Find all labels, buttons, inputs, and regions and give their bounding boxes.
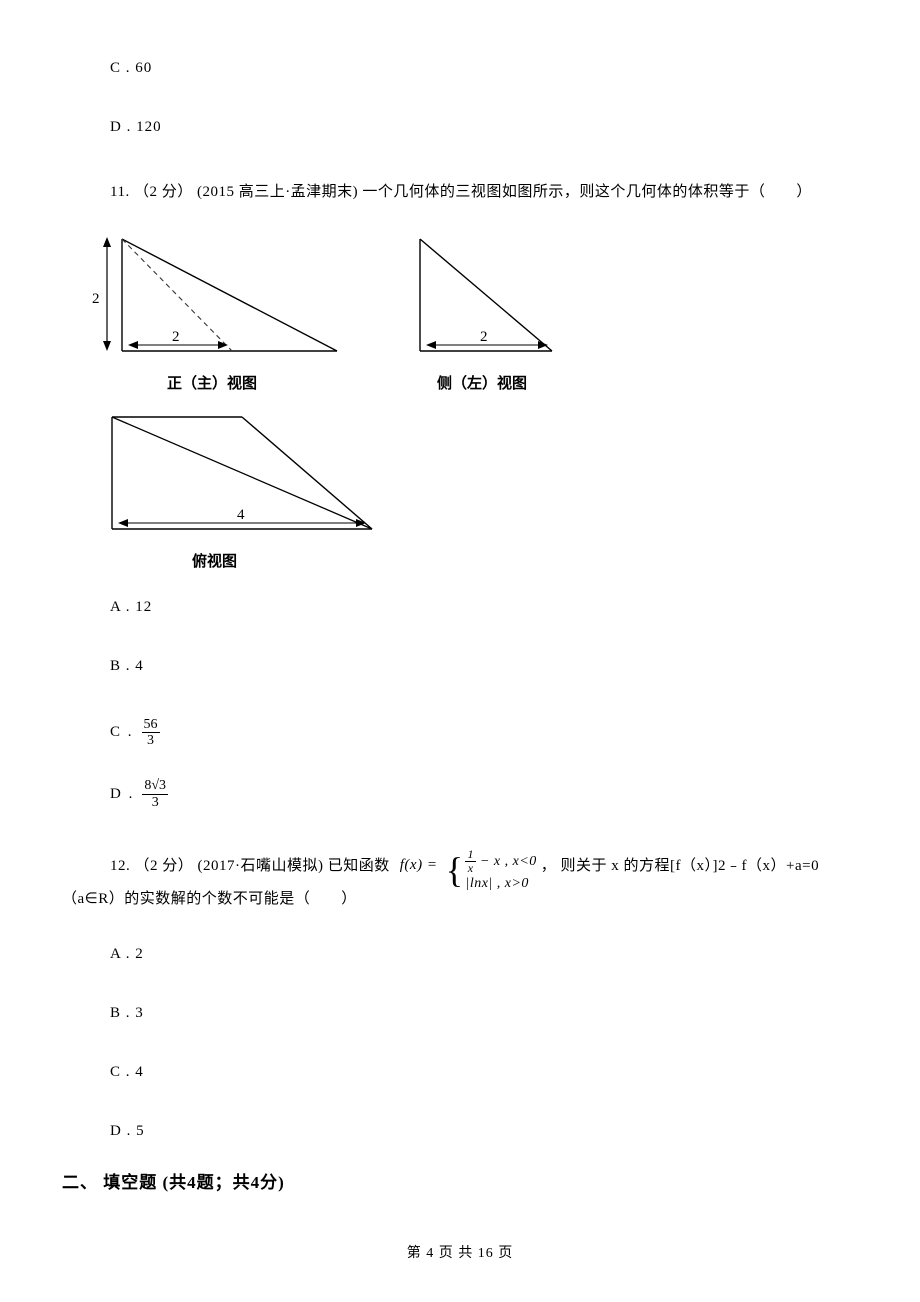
front-h-label: 2 <box>92 291 100 307</box>
front-caption: 正（主）视图 <box>82 372 342 393</box>
top-w-label: 4 <box>237 507 245 523</box>
page-footer: 第 4 页 共 16 页 <box>0 1242 920 1262</box>
top-view-svg: 4 <box>102 403 382 543</box>
side-caption: 侧（左）视图 <box>402 372 562 393</box>
q12-mid: ， 则关于 x 的方程[f（x）]2﹣f（x）+a=0 <box>541 850 819 883</box>
fraction-icon: 8√3 3 <box>142 778 168 810</box>
q11-row1: 2 2 正（主）视图 <box>82 225 858 393</box>
q11-option-c: C . 56 3 <box>62 717 858 749</box>
side-w-label: 2 <box>480 329 488 345</box>
side-view-svg: 2 <box>402 225 562 365</box>
q12-prefix: 12. （2 分） (2017·石嘴山模拟) 已知函数 <box>62 850 390 883</box>
q12-option-d: D . 5 <box>62 1123 858 1140</box>
q12-option-b: B . 3 <box>62 1005 858 1022</box>
q12-option-a: A . 2 <box>62 946 858 963</box>
brace-icon: { <box>446 854 464 886</box>
option-label: D . <box>110 786 134 803</box>
q11-option-a: A . 12 <box>62 599 858 616</box>
fx-label: f(x) = <box>400 857 438 873</box>
q11-option-d: D . 8√3 3 <box>62 778 858 810</box>
q11-stem: 11. （2 分） (2015 高三上·孟津期末) 一个几何体的三视图如图所示，… <box>62 178 858 207</box>
front-w-label: 2 <box>172 329 180 345</box>
q12-stem: 12. （2 分） (2017·石嘴山模拟) 已知函数 f(x) = { 1 x… <box>62 848 858 916</box>
q12-option-c: C . 4 <box>62 1064 858 1081</box>
q11-diagrams: 2 2 正（主）视图 <box>62 225 858 571</box>
top-caption: 俯视图 <box>102 550 858 571</box>
q11-side-view: 2 侧（左）视图 <box>402 225 562 393</box>
q11-top-view: 4 俯视图 <box>82 403 858 571</box>
prev-option-c: C . 60 <box>62 60 858 77</box>
piecewise-function: { 1 x − x , x<0 |lnx| , x>0 <box>446 848 537 893</box>
case2: |lnx| , x>0 <box>465 875 536 893</box>
q11-option-b: B . 4 <box>62 658 858 675</box>
case1: 1 x − x , x<0 <box>465 848 536 875</box>
prev-option-d: D . 120 <box>62 119 858 136</box>
front-view-svg: 2 2 <box>82 225 342 365</box>
fraction-icon: 56 3 <box>142 717 160 749</box>
option-label: C . <box>110 724 134 741</box>
section-2-heading: 二、 填空题 (共4题；共4分) <box>62 1168 858 1193</box>
q11-front-view: 2 2 正（主）视图 <box>82 225 342 393</box>
